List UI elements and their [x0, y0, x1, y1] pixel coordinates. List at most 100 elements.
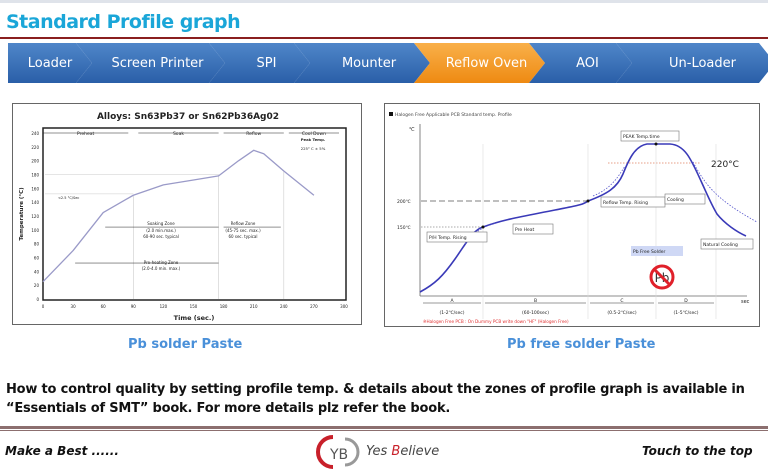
flow-step-screen-printer[interactable]: Screen Printer: [76, 43, 225, 83]
y-tick-label: 40: [34, 269, 40, 274]
profile-point: [586, 199, 590, 203]
annotation: Reflow Zone: [231, 221, 256, 226]
footer-divider: [0, 426, 768, 429]
footnote: ※Halogen Free PCB : On Dummy PCB write d…: [423, 319, 569, 324]
flow-step-un-loader[interactable]: Un-Loader: [616, 43, 768, 83]
brand-part: elieve: [400, 444, 440, 459]
phase-label: Cool Down: [302, 131, 326, 137]
x-tick-label: 300: [340, 304, 348, 309]
level-label: 220°C: [711, 160, 739, 170]
page-title: Standard Profile graph: [6, 11, 241, 33]
zone-rate: (1-2℃/sec): [439, 310, 464, 316]
y-tick-label: 200: [31, 159, 39, 164]
profile-label: P/H Temp. Rising: [429, 235, 467, 241]
label-box: [700, 238, 754, 250]
label-box: [512, 223, 554, 235]
x-tick-label: 0: [42, 304, 45, 309]
phase-label: Preheat: [77, 131, 95, 137]
level-label: 150℃: [397, 225, 411, 231]
svg-text:YB: YB: [329, 447, 348, 463]
footer-slogan: Make a Best ......: [5, 444, 119, 458]
pb-profile-chart: Alloys: Sn63Pb37 or Sn62Pb36Ag02 0 20 40 60 8…: [12, 103, 362, 325]
top-border: [0, 0, 768, 3]
phase-label: Reflow: [246, 131, 261, 137]
brand-name: Yes Believe: [366, 444, 439, 459]
x-tick-label: 270: [310, 304, 318, 309]
footer-divider-thin: [0, 430, 768, 431]
phase-label: Soak: [173, 131, 184, 137]
label-box: [631, 246, 683, 256]
profile-label: Reflow Temp. Rising: [603, 200, 648, 206]
zone-name: B: [534, 298, 537, 304]
x-tick-label: 240: [280, 304, 288, 309]
x-tick-label: 180: [220, 304, 228, 309]
level-label: 200℃: [397, 199, 411, 205]
process-flow: Loader Screen Printer SPI Mounter Reflow Ove…: [8, 43, 763, 83]
profile-label: Natural Cooling: [703, 242, 738, 248]
y-tick-label: 80: [34, 242, 40, 247]
annotation: (2.0 min.max.): [146, 228, 176, 233]
y-tick-label: 220: [31, 145, 39, 150]
zone-rate: (60-100sec): [522, 310, 549, 316]
no-lead-slash: [652, 267, 672, 287]
chart-title: Halogen Free Applicable PCB Standard tem…: [395, 112, 512, 118]
annotation: 225° C ± 5%: [301, 146, 326, 151]
pb-free-profile-svg: Halogen Free Applicable PCB Standard tem…: [389, 112, 758, 324]
y-tick-label: 120: [31, 214, 39, 219]
y-tick-label: 240: [31, 131, 39, 136]
label-box: [426, 231, 488, 243]
x-tick-label: 90: [131, 304, 137, 309]
x-tick-label: 210: [250, 304, 258, 309]
annotation: Soaking Zone: [147, 221, 175, 226]
x-unit-label: sec: [741, 299, 750, 305]
x-tick-label: 120: [160, 304, 168, 309]
y-axis-label: Temperature (°C): [19, 187, 25, 241]
bullet-icon: [389, 112, 393, 116]
flow-step-aoi[interactable]: AOI: [529, 43, 632, 83]
y-tick-label: 140: [31, 200, 39, 205]
label-box: [664, 193, 706, 205]
x-axis-label: Time (sec.): [174, 314, 215, 322]
y-unit-label: ℃: [409, 127, 415, 133]
back-to-top-link[interactable]: Touch to the top: [642, 444, 753, 458]
profile-point: [481, 225, 485, 229]
zone-name: D: [684, 298, 688, 304]
brand-part: Yes: [366, 444, 392, 459]
flow-step-loader[interactable]: Loader: [8, 43, 92, 83]
y-tick-label: 180: [31, 173, 39, 178]
flow-step-mounter[interactable]: Mounter: [294, 43, 430, 83]
info-paragraph: How to control quality by setting profil…: [6, 382, 745, 416]
profile-label: Pre Heat: [515, 227, 534, 233]
label-box: [620, 130, 680, 142]
reference-line: [464, 161, 758, 245]
flow-step-reflow-oven[interactable]: Reflow Oven: [414, 43, 545, 83]
plot-frame: [42, 127, 347, 301]
y-tick-label: 60: [34, 256, 40, 261]
profile-label: Cooling: [667, 197, 684, 203]
y-tick-label: 0: [36, 297, 39, 302]
zone-rate: (0.5-2℃/sec): [607, 310, 637, 316]
caption-pb-free-solder: Pb free solder Paste: [507, 337, 656, 352]
flow-step-spi[interactable]: SPI: [209, 43, 310, 83]
profile-label: PEAK Temp.time: [623, 134, 660, 140]
annotation: Pre-heating Zone: [144, 260, 179, 265]
brand-part: B: [391, 444, 401, 459]
chart-title: Alloys: Sn63Pb37 or Sn62Pb36Ag02: [97, 112, 279, 122]
annotation: Peak Temp.: [301, 137, 326, 142]
annotation: 60-90 sec. typical: [143, 234, 179, 239]
caption-pb-solder: Pb solder Paste: [128, 337, 243, 352]
y-tick-label: 100: [31, 228, 39, 233]
y-tick-label: 160: [31, 186, 39, 191]
y-tick-label: 20: [34, 283, 40, 288]
annotation: 60 sec. typical: [229, 234, 258, 239]
zone-name: C: [620, 298, 623, 304]
yesbelieve-logo-icon: YB: [316, 435, 360, 469]
zone-name: A: [450, 298, 454, 304]
annotation: <2.5 °C/Sec: [58, 196, 79, 200]
profile-point: [654, 142, 658, 146]
x-tick-label: 30: [71, 304, 77, 309]
annotation: (2.0-4.0 min. max.): [142, 266, 181, 271]
profile-label: Pb Free Solder: [633, 249, 665, 255]
pb-free-profile-chart: Halogen Free Applicable PCB Standard tem…: [384, 103, 760, 327]
title-divider: [0, 37, 768, 39]
